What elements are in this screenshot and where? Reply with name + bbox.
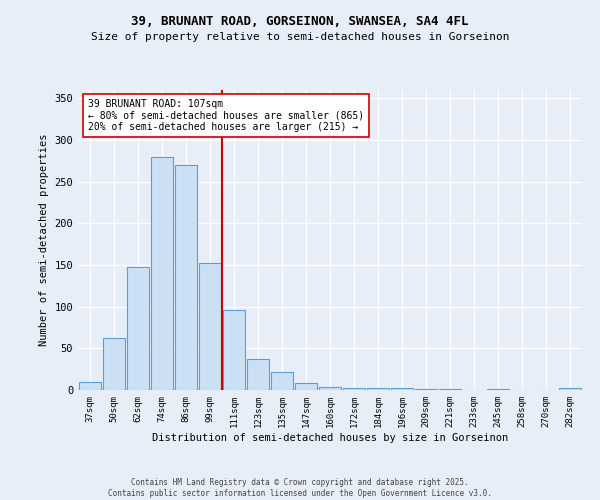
Bar [439,389,461,390]
Bar [127,266,149,390]
Bar [343,388,365,390]
Bar [79,382,101,390]
Text: Size of property relative to semi-detached houses in Gorseinon: Size of property relative to semi-detach… [91,32,509,42]
Bar [175,165,197,390]
Text: 39, BRUNANT ROAD, GORSEINON, SWANSEA, SA4 4FL: 39, BRUNANT ROAD, GORSEINON, SWANSEA, SA… [131,15,469,28]
Y-axis label: Number of semi-detached properties: Number of semi-detached properties [39,134,49,346]
X-axis label: Distribution of semi-detached houses by size in Gorseinon: Distribution of semi-detached houses by … [152,432,508,442]
Text: 39 BRUNANT ROAD: 107sqm
← 80% of semi-detached houses are smaller (865)
20% of s: 39 BRUNANT ROAD: 107sqm ← 80% of semi-de… [88,99,364,132]
Bar [223,310,245,390]
Bar [151,156,173,390]
Bar [415,389,437,390]
Bar [487,389,509,390]
Bar [367,388,389,390]
Bar [103,338,125,390]
Bar [271,372,293,390]
Bar [199,264,221,390]
Bar [559,388,581,390]
Bar [295,384,317,390]
Bar [247,359,269,390]
Bar [391,388,413,390]
Bar [319,386,341,390]
Text: Contains HM Land Registry data © Crown copyright and database right 2025.
Contai: Contains HM Land Registry data © Crown c… [108,478,492,498]
